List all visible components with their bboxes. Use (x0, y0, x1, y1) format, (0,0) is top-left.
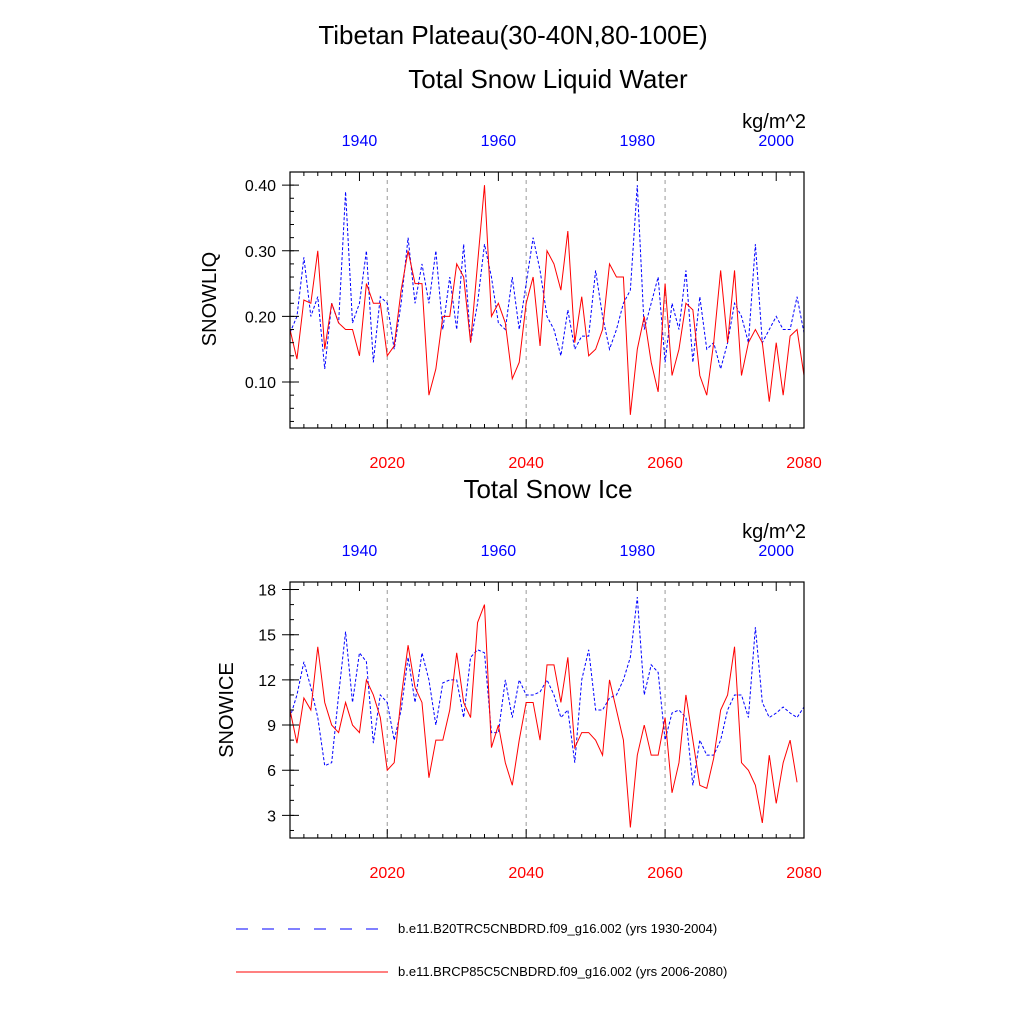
panel1-frame (289, 171, 805, 429)
panel2-xtick-label-bottom: 2080 (786, 865, 822, 882)
panel1-xtick-label-bottom: 2080 (786, 455, 822, 472)
panel2-ytick-label: 6 (267, 763, 276, 780)
panel1-ylabel: SNOWLIQ (199, 252, 221, 346)
panel1-series-hist (289, 185, 805, 371)
panel2-ytick-label: 3 (267, 808, 276, 825)
panel2-ytick-label: 15 (258, 628, 276, 645)
panel1-xtick-label-top: 1940 (342, 133, 378, 150)
panel2-xtick-label-bottom: 2040 (508, 865, 544, 882)
panel1-ytick-label: 0.10 (245, 375, 276, 392)
panel2-xtick-label-top: 1960 (481, 543, 517, 560)
panel2-title: Total Snow Ice (463, 474, 632, 504)
panel1-xtick-label-bottom: 2020 (369, 455, 405, 472)
panel2-xtick-label-top: 2000 (758, 543, 794, 560)
panel2-ylabel: SNOWICE (216, 662, 238, 758)
panel2-series-future (289, 604, 798, 828)
panel2-plot: 3 6 9 12 15 18 2020 2040 2060 2080 1940 1960 1980 200… (258, 543, 822, 882)
legend-label-future: b.e11.BRCP85C5CNBDRD.f09_g16.002 (yrs 20… (398, 964, 727, 979)
panel2-units: kg/m^2 (742, 521, 806, 543)
panel2-xtick-label-bottom: 2060 (647, 865, 683, 882)
panel2-ytick-label: 12 (258, 673, 276, 690)
panel1-units: kg/m^2 (742, 111, 806, 133)
panel1-xtick-label-bottom: 2060 (647, 455, 683, 472)
legend: b.e11.B20TRC5CNBDRD.f09_g16.002 (yrs 193… (236, 921, 727, 979)
panel2-xtick-label-bottom: 2020 (369, 865, 405, 882)
panel1-series-future (289, 185, 805, 415)
panel1-xtick-label-bottom: 2040 (508, 455, 544, 472)
panel1-xtick-label-top: 2000 (758, 133, 794, 150)
panel1-ytick-label: 0.40 (245, 178, 276, 195)
panel1-title: Total Snow Liquid Water (408, 64, 688, 94)
panel2-xtick-label-top: 1980 (620, 543, 656, 560)
figure-title: Tibetan Plateau(30-40N,80-100E) (318, 20, 707, 50)
panel1-ytick-label: 0.20 (245, 309, 276, 326)
panel1-plot: 0.10 0.20 0.30 0.40 2020 2040 2060 2080 1940 1960… (245, 133, 822, 472)
panel1-ytick-label: 0.30 (245, 244, 276, 261)
panel1-xtick-label-top: 1980 (620, 133, 656, 150)
panel2-ytick-label: 18 (258, 583, 276, 600)
panel2-xtick-label-top: 1940 (342, 543, 378, 560)
panel1-xtick-label-top: 1960 (481, 133, 517, 150)
legend-label-hist: b.e11.B20TRC5CNBDRD.f09_g16.002 (yrs 193… (398, 921, 717, 936)
panel2-ytick-label: 9 (267, 718, 276, 735)
